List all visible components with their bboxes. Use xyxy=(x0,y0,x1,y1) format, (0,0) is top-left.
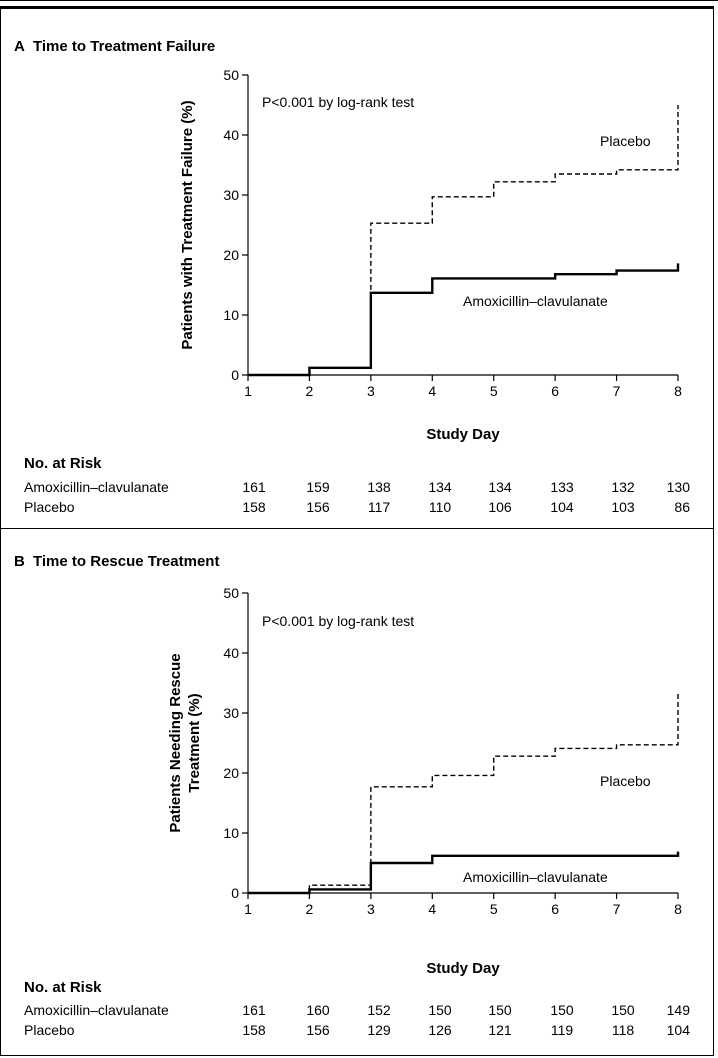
top-rule xyxy=(0,0,718,1)
risk-cell: 160 xyxy=(306,1002,330,1018)
y-axis-label: Patients Needing Rescue Treatment (%) xyxy=(167,653,203,832)
x-tick-label: 7 xyxy=(613,383,621,399)
risk-cell: 138 xyxy=(367,479,391,495)
risk-cell: 134 xyxy=(488,479,512,495)
risk-cell: 110 xyxy=(429,499,452,515)
amoxicillin-curve xyxy=(248,263,680,377)
risk-cell: 106 xyxy=(488,499,512,515)
x-tick-label: 8 xyxy=(674,901,682,917)
x-tick-label: 5 xyxy=(490,383,498,399)
y-tick-label: 20 xyxy=(223,247,239,263)
x-tick-label: 4 xyxy=(428,383,436,399)
p-value-annotation: P<0.001 by log-rank test xyxy=(262,613,414,629)
series-label-amoxicillin: Amoxicillin–clavulanate xyxy=(463,293,608,309)
risk-cell: 134 xyxy=(428,479,452,495)
x-tick-label: 6 xyxy=(551,901,559,917)
risk-cell: 104 xyxy=(550,499,574,515)
y-tick-label: 10 xyxy=(223,825,239,841)
x-tick-label: 3 xyxy=(367,383,375,399)
x-tick-label: 1 xyxy=(244,383,252,399)
y-tick-label: 10 xyxy=(223,307,239,323)
risk-cell: 126 xyxy=(428,1022,452,1038)
y-tick-label: 0 xyxy=(231,885,239,901)
y-axis-label-line: Patients Needing Rescue xyxy=(167,653,184,832)
series-label-placebo: Placebo xyxy=(600,773,651,789)
x-axis-label: Study Day xyxy=(426,960,500,977)
risk-table-heading: No. at Risk xyxy=(24,455,102,472)
x-tick-label: 6 xyxy=(551,383,559,399)
risk-cell: 150 xyxy=(428,1002,452,1018)
panel-letter: B xyxy=(14,553,25,570)
x-tick-label: 2 xyxy=(306,383,314,399)
risk-cell: 158 xyxy=(242,499,266,515)
risk-cell: 119 xyxy=(551,1022,574,1038)
risk-row-label: Placebo xyxy=(24,1022,75,1038)
risk-cell: 150 xyxy=(488,1002,512,1018)
panel-title: Time to Treatment Failure xyxy=(33,38,215,55)
risk-cell: 104 xyxy=(667,1022,691,1038)
y-tick-label: 50 xyxy=(223,67,239,83)
risk-cell: 133 xyxy=(550,479,574,495)
y-axis-label-line: Treatment (%) xyxy=(186,693,203,792)
x-tick-label: 3 xyxy=(367,901,375,917)
series-label-amoxicillin: Amoxicillin–clavulanate xyxy=(463,869,608,885)
risk-cell: 149 xyxy=(667,1002,691,1018)
y-tick-label: 40 xyxy=(223,127,239,143)
x-tick-label: 4 xyxy=(428,901,436,917)
risk-cell: 130 xyxy=(667,479,691,495)
x-tick-label: 5 xyxy=(490,901,498,917)
p-value-annotation: P<0.001 by log-rank test xyxy=(262,94,414,110)
panel-letter: A xyxy=(14,38,25,55)
risk-row-label: Amoxicillin–clavulanate xyxy=(24,479,169,495)
series-label-placebo: Placebo xyxy=(600,133,651,149)
risk-cell: 129 xyxy=(367,1022,391,1038)
risk-cell: 161 xyxy=(242,1002,266,1018)
risk-row-label: Amoxicillin–clavulanate xyxy=(24,1002,169,1018)
risk-cell: 159 xyxy=(306,479,330,495)
panel-a: A Time to Treatment Failure 0 10 20 30 40 50 1 2 3… xyxy=(14,38,690,515)
risk-cell: 103 xyxy=(611,499,635,515)
x-tick-label: 2 xyxy=(306,901,314,917)
y-tick-label: 40 xyxy=(223,645,239,661)
panel-b: B Time to Rescue Treatment 0 10 20 30 40 50 1 2 3 4… xyxy=(14,553,690,1038)
amoxicillin-curve xyxy=(248,851,680,895)
risk-cell: 150 xyxy=(611,1002,635,1018)
risk-cell: 117 xyxy=(368,499,391,515)
risk-cell: 132 xyxy=(611,479,635,495)
risk-cell: 156 xyxy=(306,1022,330,1038)
risk-cell: 156 xyxy=(306,499,330,515)
y-axis-label: Patients with Treatment Failure (%) xyxy=(179,100,196,349)
y-tick-label: 50 xyxy=(223,585,239,601)
panel-a-frame xyxy=(0,6,714,529)
y-tick-label: 30 xyxy=(223,705,239,721)
risk-cell: 152 xyxy=(367,1002,391,1018)
x-axis-label: Study Day xyxy=(426,426,500,443)
risk-cell: 158 xyxy=(242,1022,266,1038)
risk-row-label: Placebo xyxy=(24,499,75,515)
placebo-curve xyxy=(248,692,679,894)
risk-cell: 118 xyxy=(612,1022,635,1038)
y-tick-label: 20 xyxy=(223,765,239,781)
x-tick-label: 8 xyxy=(674,383,682,399)
risk-cell: 161 xyxy=(242,479,266,495)
panel-title: Time to Rescue Treatment xyxy=(33,553,219,570)
panel-b-frame xyxy=(0,528,714,1056)
risk-table-heading: No. at Risk xyxy=(24,979,102,996)
risk-cell: 86 xyxy=(674,499,690,515)
x-tick-label: 1 xyxy=(244,901,252,917)
risk-cell: 121 xyxy=(488,1022,512,1038)
y-tick-label: 30 xyxy=(223,187,239,203)
x-tick-label: 7 xyxy=(613,901,621,917)
y-tick-label: 0 xyxy=(231,367,239,383)
risk-cell: 150 xyxy=(550,1002,574,1018)
